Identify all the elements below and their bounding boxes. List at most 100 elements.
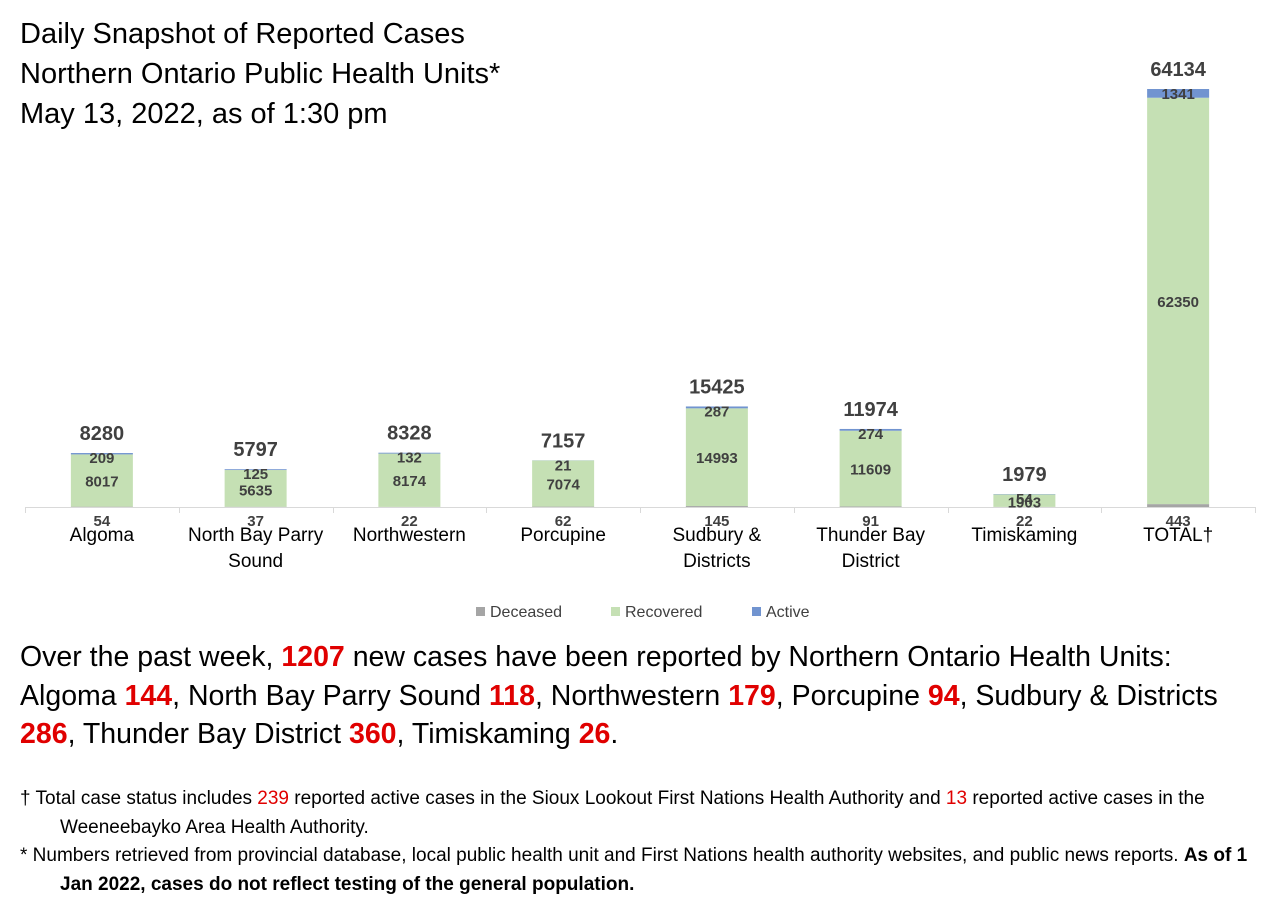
summary-unit-count: 360 bbox=[348, 718, 397, 750]
summary-separator: , bbox=[534, 679, 551, 712]
footnote-star: * Numbers retrieved from provincial data… bbox=[20, 842, 1275, 899]
data-label-active: 54 bbox=[1016, 491, 1033, 508]
bar-segment-active bbox=[1147, 89, 1210, 98]
summary-unit-name: Northwestern bbox=[550, 679, 729, 712]
data-label-total: 11974 bbox=[843, 399, 898, 421]
data-label-total: 7157 bbox=[541, 430, 586, 452]
data-label-recovered: 8017 bbox=[85, 474, 118, 491]
bar-segment-deceased bbox=[685, 506, 748, 507]
category-label: Timiskaming bbox=[971, 525, 1077, 546]
data-label-active: 274 bbox=[858, 426, 884, 443]
summary-separator: , bbox=[959, 679, 976, 712]
title-line-1: Daily Snapshot of Reported Cases bbox=[20, 18, 465, 50]
summary-total-new-cases: 1207 bbox=[281, 641, 345, 673]
summary-unit-name: Timiskaming bbox=[411, 718, 579, 750]
data-label-recovered: 5635 bbox=[239, 482, 272, 499]
legend-label: Deceased bbox=[490, 604, 562, 621]
bar-segment-active bbox=[70, 453, 133, 455]
footnote-dagger-num-1: 239 bbox=[257, 788, 289, 809]
bar-segment-recovered bbox=[839, 430, 902, 507]
category-label: Sudbury & bbox=[673, 525, 762, 546]
data-label-active: 21 bbox=[555, 457, 572, 474]
bar-segment-recovered bbox=[224, 470, 287, 507]
legend-label: Active bbox=[766, 604, 810, 621]
bar-segment-active bbox=[378, 452, 441, 454]
data-label-total: 1979 bbox=[1002, 464, 1047, 486]
data-label-total: 8280 bbox=[80, 423, 125, 445]
category-label: Porcupine bbox=[520, 525, 606, 546]
legend-swatch-deceased bbox=[476, 607, 485, 616]
data-label-deceased: 443 bbox=[1166, 513, 1191, 530]
category-label: Thunder Bay bbox=[816, 525, 925, 546]
title-line-3: May 13, 2022, as of 1:30 pm bbox=[20, 98, 388, 130]
summary-separator: , bbox=[775, 679, 792, 712]
data-label-active: 132 bbox=[397, 450, 422, 467]
data-label-recovered: 8174 bbox=[393, 473, 427, 490]
category-label: Northwestern bbox=[353, 525, 466, 546]
data-label-total: 15425 bbox=[689, 376, 745, 398]
summary-separator: , bbox=[396, 718, 412, 750]
data-label-recovered: 62350 bbox=[1157, 294, 1199, 311]
footnote-star-bold: As of 1 Jan 2022, cases do not reflect t… bbox=[60, 845, 1248, 895]
title-line-2: Northern Ontario Public Health Units* bbox=[20, 58, 501, 90]
data-label-active: 287 bbox=[704, 403, 729, 420]
category-label: Sound bbox=[228, 551, 283, 572]
legend-swatch-recovered bbox=[611, 607, 620, 616]
data-label-total: 5797 bbox=[233, 439, 278, 461]
summary-intro-tail: new cases have been reported by Northern… bbox=[344, 641, 1172, 673]
category-label: TOTAL† bbox=[1143, 525, 1213, 546]
bar-segment-active bbox=[224, 469, 287, 471]
summary-unit-count: 94 bbox=[927, 679, 960, 712]
data-label-recovered: 1903 bbox=[1008, 495, 1041, 512]
bar-segment-deceased bbox=[839, 506, 902, 507]
summary-separator: . bbox=[610, 718, 619, 750]
data-label-active: 1341 bbox=[1161, 86, 1194, 103]
data-label-total: 8328 bbox=[387, 423, 432, 445]
data-label-total: 64134 bbox=[1150, 59, 1206, 81]
bar-segment-recovered bbox=[993, 494, 1056, 507]
footnote-dagger-text-1: † Total case status includes bbox=[20, 788, 258, 809]
data-label-deceased: 54 bbox=[94, 513, 111, 530]
summary-unit-name: Algoma bbox=[20, 679, 125, 712]
summary-unit-name: Sudbury & Districts bbox=[975, 679, 1218, 712]
bar-segment-recovered bbox=[70, 454, 133, 507]
data-label-deceased: 62 bbox=[555, 513, 572, 530]
footnote-dagger: † Total case status includes 239 reporte… bbox=[20, 785, 1275, 842]
summary-unit-count: 118 bbox=[488, 679, 535, 712]
data-label-active: 209 bbox=[89, 450, 114, 467]
bar-segment-recovered bbox=[532, 460, 595, 507]
legend-swatch-active bbox=[752, 607, 761, 616]
data-label-deceased: 145 bbox=[704, 513, 729, 530]
data-label-recovered: 14993 bbox=[696, 450, 738, 467]
footnote-dagger-text-3: reported active cases in the Weeneebayko… bbox=[60, 788, 1205, 838]
data-label-deceased: 22 bbox=[401, 513, 418, 530]
chart-title: Daily Snapshot of Reported Cases Norther… bbox=[20, 14, 500, 134]
data-label-deceased: 91 bbox=[862, 513, 879, 530]
data-label-deceased: 37 bbox=[247, 513, 264, 530]
summary-unit-count: 26 bbox=[578, 718, 611, 750]
bar-segment-recovered bbox=[378, 453, 441, 507]
legend-label: Recovered bbox=[625, 604, 702, 621]
summary-unit-name: Thunder Bay District bbox=[82, 718, 349, 750]
category-label: North Bay Parry bbox=[188, 525, 324, 546]
data-label-deceased: 22 bbox=[1016, 513, 1033, 530]
footnote-dagger-text-2: reported active cases in the Sioux Looko… bbox=[289, 788, 946, 809]
summary-separator: , bbox=[67, 718, 83, 750]
weekly-summary: Over the past week, 1207 new cases have … bbox=[20, 638, 1270, 754]
category-label: Algoma bbox=[70, 525, 135, 546]
category-label: District bbox=[842, 551, 901, 572]
bar-segment-recovered bbox=[1147, 97, 1210, 505]
summary-intro: Over the past week, bbox=[20, 641, 282, 673]
data-label-recovered: 7074 bbox=[546, 477, 580, 494]
summary-unit-count: 286 bbox=[20, 718, 68, 750]
summary-unit-name: Porcupine bbox=[791, 679, 928, 712]
summary-unit-name: North Bay Parry Sound bbox=[187, 679, 489, 712]
data-label-active: 125 bbox=[243, 466, 268, 483]
bar-segment-active bbox=[685, 406, 748, 409]
bar-segment-deceased bbox=[1147, 504, 1210, 507]
footnote-dagger-num-2: 13 bbox=[945, 788, 968, 809]
summary-unit-count: 179 bbox=[728, 679, 776, 712]
footnote-star-text: * Numbers retrieved from provincial data… bbox=[20, 845, 1184, 866]
summary-unit-count: 144 bbox=[124, 679, 173, 712]
